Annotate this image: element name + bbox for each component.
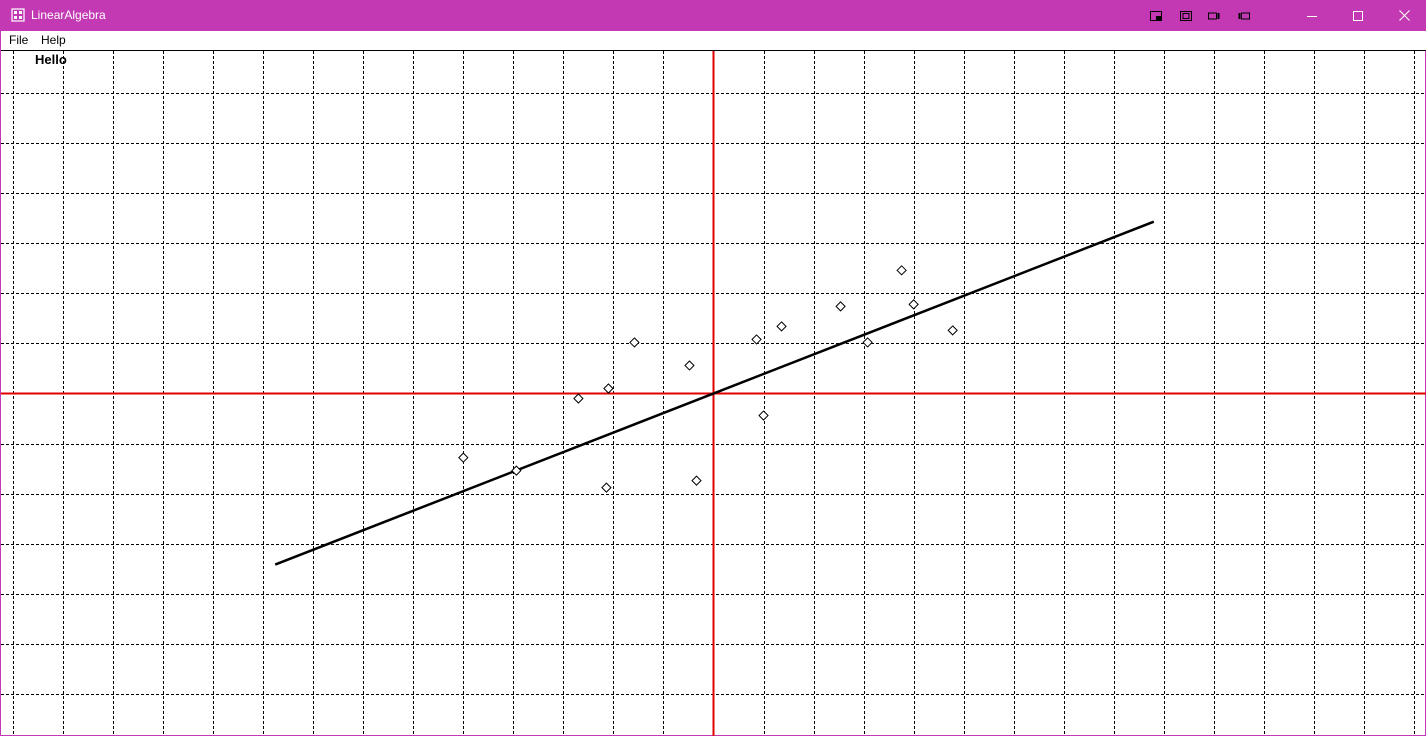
layout-icon-4 (1238, 12, 1250, 19)
data-point-diamond (758, 410, 769, 421)
data-point-diamond (908, 299, 919, 310)
title-bar[interactable]: LinearAlgebra (1, 0, 1426, 31)
layout-button-3[interactable] (1205, 0, 1223, 31)
data-point-diamond (751, 334, 762, 345)
regression-line (274, 220, 1155, 566)
menu-help[interactable]: Help (41, 33, 66, 47)
menu-bar: File Help (1, 31, 1426, 51)
regression-line-group (274, 220, 1155, 566)
data-point-diamond (947, 325, 958, 336)
data-point-diamond (691, 475, 702, 486)
layout-button-4[interactable] (1235, 0, 1253, 31)
layout-icon-1 (1150, 10, 1162, 21)
close-button[interactable] (1381, 0, 1426, 31)
data-point-diamond (629, 337, 640, 348)
calculator-grid-icon (11, 8, 25, 22)
layout-icon-3 (1208, 12, 1220, 19)
layout-button-2[interactable] (1177, 0, 1195, 31)
window-title: LinearAlgebra (31, 8, 106, 22)
layout-button-1[interactable] (1147, 0, 1165, 31)
data-point-diamond (458, 452, 469, 463)
scatter-plot[interactable] (1, 51, 1426, 736)
canvas-label: Hello (35, 52, 67, 67)
data-point-diamond (684, 360, 695, 371)
data-point-diamond (601, 482, 612, 493)
data-point-diamond (862, 337, 873, 348)
maximize-button[interactable] (1335, 0, 1381, 31)
data-point-diamond (835, 301, 846, 312)
data-points (458, 265, 958, 493)
minimize-icon (1307, 15, 1317, 17)
menu-file[interactable]: File (9, 33, 29, 47)
close-icon (1398, 10, 1410, 21)
plot-canvas[interactable]: Hello (1, 51, 1426, 736)
data-point-diamond (511, 465, 522, 476)
data-point-diamond (603, 383, 614, 394)
data-point-diamond (776, 321, 787, 332)
data-point-diamond (573, 393, 584, 404)
data-point-diamond (896, 265, 907, 276)
maximize-icon (1353, 10, 1363, 21)
minimize-button[interactable] (1289, 0, 1335, 31)
layout-icon-2 (1180, 10, 1192, 21)
